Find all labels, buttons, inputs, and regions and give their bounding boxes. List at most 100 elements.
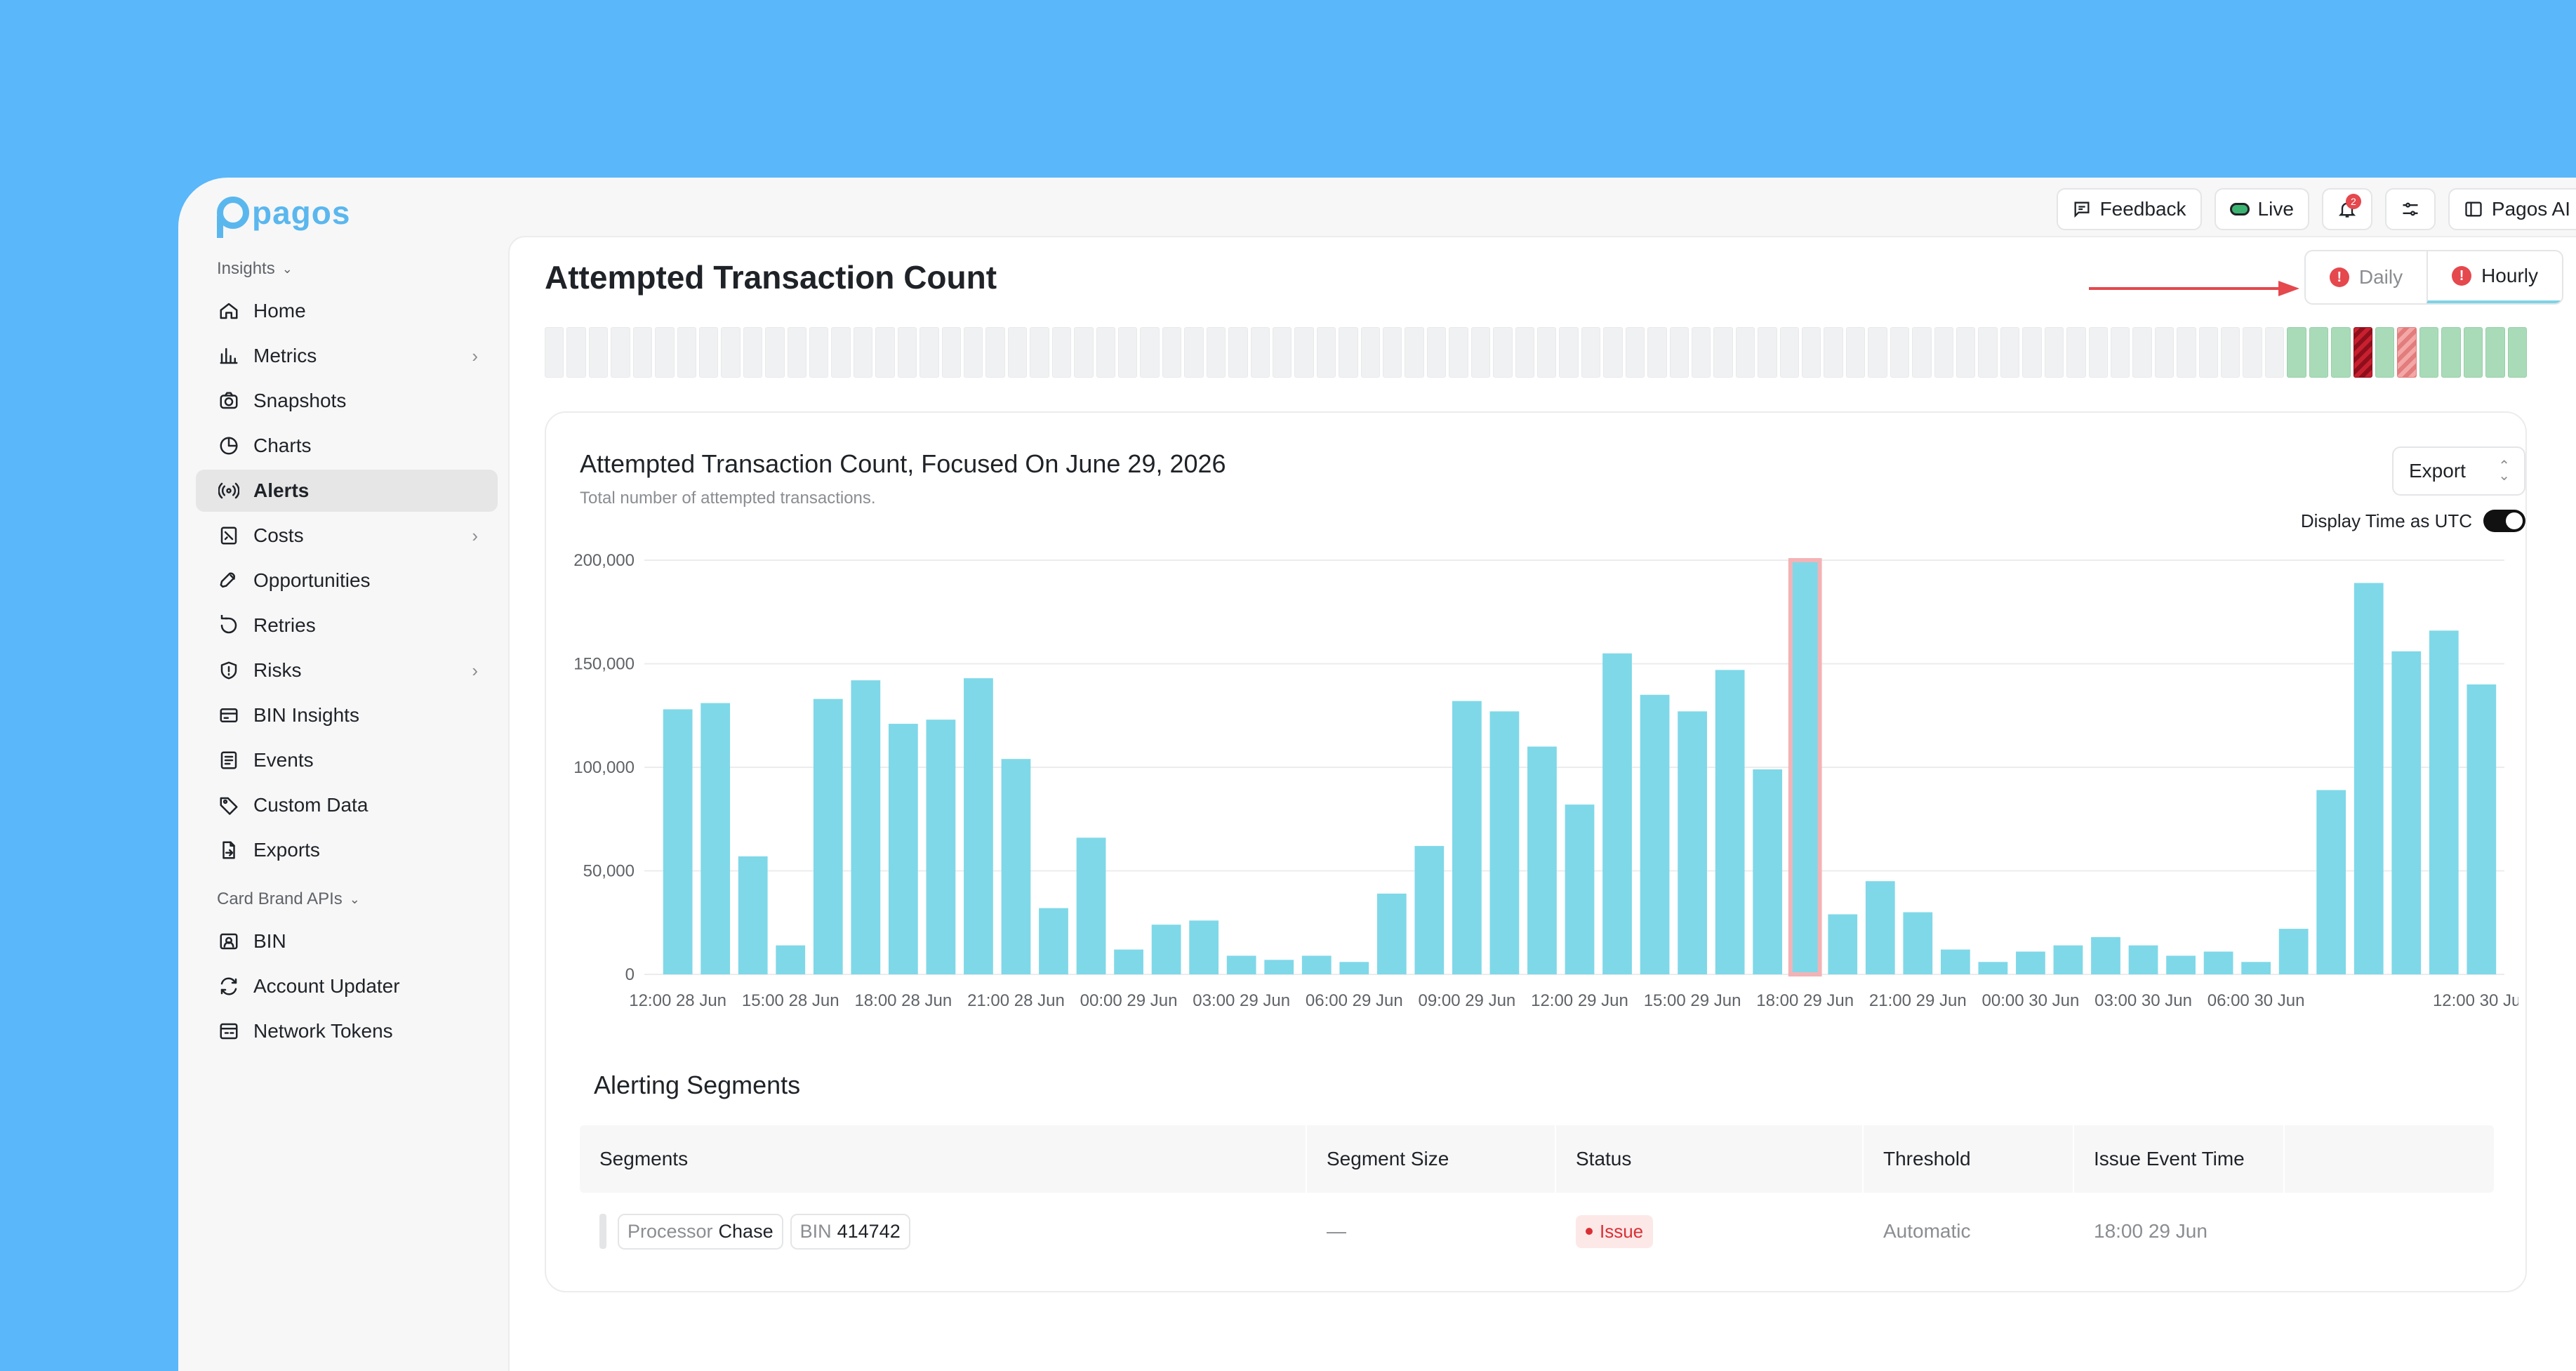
chart-bar[interactable]	[1301, 955, 1332, 974]
timeline-cell[interactable]	[2177, 327, 2196, 378]
chart-bar[interactable]	[1602, 653, 1632, 974]
timeline-cell[interactable]	[1912, 327, 1932, 378]
timeline-cell[interactable]	[1735, 327, 1755, 378]
timeline-cell[interactable]	[1117, 327, 1138, 378]
timeline-cell[interactable]	[1956, 327, 1976, 378]
chart-bar[interactable]	[1376, 893, 1407, 974]
timeline-cell[interactable]	[1868, 327, 1887, 378]
timeline-cell[interactable]	[1360, 327, 1381, 378]
chart-bar[interactable]	[1339, 962, 1369, 974]
sidebar-item-opportunities[interactable]: Opportunities	[196, 559, 498, 602]
timeline-cell[interactable]	[1625, 327, 1645, 378]
timeline-cell[interactable]	[1669, 327, 1689, 378]
chart-bar[interactable]	[964, 678, 993, 974]
timeline-cell[interactable]	[2419, 327, 2439, 378]
chart-bar[interactable]	[1715, 670, 1745, 974]
chart-bar[interactable]	[1114, 949, 1143, 974]
pagos-ai-button[interactable]: Pagos AI	[2448, 188, 2576, 230]
sidebar-item-bin[interactable]: BIN	[196, 920, 498, 962]
timeline-cell[interactable]	[2397, 327, 2417, 378]
timeline-cell[interactable]	[1515, 327, 1534, 378]
hourly-option[interactable]: ! Hourly	[2426, 251, 2562, 303]
timeline-cell[interactable]	[1162, 327, 1182, 378]
timeline-cell[interactable]	[2485, 327, 2505, 378]
timeline-cell[interactable]	[2243, 327, 2262, 378]
sidebar-item-account-updater[interactable]: Account Updater	[196, 965, 498, 1007]
timeline-cell[interactable]	[1536, 327, 1557, 378]
feedback-button[interactable]: Feedback	[2056, 188, 2202, 230]
timeline-cell[interactable]	[765, 327, 785, 378]
timeline-cell[interactable]	[1845, 327, 1866, 378]
timeline-cell[interactable]	[1074, 327, 1094, 378]
chart-bar[interactable]	[2241, 962, 2271, 974]
timeline-cell[interactable]	[1272, 327, 1292, 378]
timeline-cell[interactable]	[743, 327, 763, 378]
timeline-cell[interactable]	[1691, 327, 1711, 378]
sidebar-item-network-tokens[interactable]: Network Tokens	[196, 1010, 498, 1052]
timeline-cell[interactable]	[2132, 327, 2152, 378]
timeline-cell[interactable]	[677, 327, 696, 378]
timeline-cell[interactable]	[2022, 327, 2042, 378]
timeline-cell[interactable]	[1051, 327, 1072, 378]
utc-switch[interactable]	[2483, 510, 2525, 532]
sidebar-item-risks[interactable]: Risks ›	[196, 649, 498, 691]
timeline-cell[interactable]	[2066, 327, 2086, 378]
chart-bar[interactable]	[701, 703, 731, 974]
timeline-cell[interactable]	[1383, 327, 1402, 378]
sidebar-item-retries[interactable]: Retries	[196, 604, 498, 647]
chart-bar[interactable]	[1226, 955, 1256, 974]
timeline-cell[interactable]	[941, 327, 962, 378]
timeline-cell[interactable]	[1802, 327, 1821, 378]
daily-option[interactable]: ! Daily	[2306, 251, 2426, 303]
timeline-cell[interactable]	[2198, 327, 2219, 378]
notifications-button[interactable]: 2	[2321, 188, 2372, 230]
chart-bar[interactable]	[738, 856, 768, 974]
chart-bar[interactable]	[1264, 960, 1294, 974]
timeline-cell[interactable]	[2375, 327, 2395, 378]
timeline-cell[interactable]	[1206, 327, 1226, 378]
timeline-cell[interactable]	[1779, 327, 1800, 378]
timeline-cell[interactable]	[2463, 327, 2483, 378]
timeline-cell[interactable]	[809, 327, 829, 378]
timeline-cell[interactable]	[1096, 327, 1115, 378]
timeline-cell[interactable]	[721, 327, 741, 378]
chart-bar[interactable]	[2203, 951, 2233, 974]
chart-bar[interactable]	[2128, 945, 2158, 974]
chart-bar[interactable]	[1640, 694, 1670, 974]
timeline-cell[interactable]	[875, 327, 895, 378]
timeline-cell[interactable]	[831, 327, 851, 378]
timeline-cell[interactable]	[919, 327, 939, 378]
chart-bar[interactable]	[1828, 914, 1858, 974]
sidebar-item-custom-data[interactable]: Custom Data	[196, 784, 498, 826]
chart-bar[interactable]	[1151, 925, 1181, 974]
timeline-cell[interactable]	[853, 327, 873, 378]
chart-bar[interactable]	[1903, 912, 1933, 975]
timeline-cell[interactable]	[2221, 327, 2240, 378]
chart-bar[interactable]	[1940, 949, 1970, 974]
timeline-cell[interactable]	[2507, 327, 2527, 378]
timeline-cell[interactable]	[2264, 327, 2285, 378]
chart-bar[interactable]	[2166, 955, 2196, 974]
sidebar-item-home[interactable]: Home	[196, 290, 498, 332]
timeline-cell[interactable]	[566, 327, 586, 378]
filters-button[interactable]	[2384, 188, 2436, 230]
table-row[interactable]: Processor Chase BIN 414742 — Issue Automat…	[580, 1193, 2494, 1270]
timeline-cell[interactable]	[1603, 327, 1623, 378]
chart-bar[interactable]	[1978, 962, 2008, 974]
timeline-cell[interactable]	[897, 327, 917, 378]
sidebar-item-exports[interactable]: Exports	[196, 829, 498, 871]
timeline-cell[interactable]	[2287, 327, 2306, 378]
chart-bar[interactable]	[1001, 759, 1031, 974]
timeline-cell[interactable]	[1493, 327, 1513, 378]
timeline-cell[interactable]	[1405, 327, 1424, 378]
sidebar-item-snapshots[interactable]: Snapshots	[196, 380, 498, 422]
timeline-cell[interactable]	[1890, 327, 1910, 378]
timeline-cell[interactable]	[1647, 327, 1667, 378]
chart-bar[interactable]	[1565, 804, 1595, 974]
chart-bar[interactable]	[1414, 846, 1445, 974]
chart-bar[interactable]	[888, 724, 918, 974]
sidebar-item-alerts[interactable]: Alerts	[196, 470, 498, 512]
timeline-cell[interactable]	[2044, 327, 2064, 378]
chart-bar[interactable]	[926, 720, 956, 974]
timeline-cell[interactable]	[1228, 327, 1248, 378]
